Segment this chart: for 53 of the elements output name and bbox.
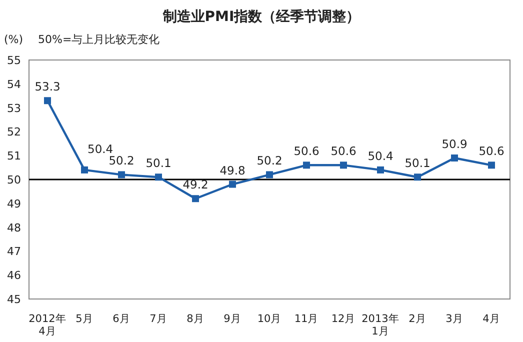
point [451, 154, 458, 162]
y-tick-label: 53 [7, 102, 21, 115]
point [229, 180, 236, 188]
y-tick-label: 52 [7, 126, 21, 139]
y-tick-label: 51 [7, 150, 21, 163]
data-label: 53.3 [34, 80, 60, 94]
y-tick-label: 47 [7, 245, 21, 258]
data-label: 50.6 [478, 144, 504, 158]
y-tick-label: 50 [7, 174, 21, 186]
point [81, 166, 88, 174]
point [414, 174, 421, 181]
x-tick-label: 4月 [482, 313, 500, 325]
point [377, 166, 384, 174]
y-tick-label: 48 [7, 221, 21, 234]
point [155, 174, 162, 181]
point [303, 162, 310, 169]
data-label: 50.2 [108, 154, 134, 168]
x-tick-label: 2013年 1月 [362, 313, 400, 338]
y-tick-label: 49 [7, 197, 21, 210]
x-tick-label: 10月 [257, 313, 282, 325]
point [118, 171, 125, 178]
x-tick-label: 2012年 4月 [28, 313, 66, 338]
point [266, 171, 273, 178]
data-label: 50.1 [146, 156, 172, 170]
data-label: 50.2 [256, 154, 282, 168]
data-label: 50.6 [330, 144, 356, 158]
y-tick-label: 45 [7, 293, 21, 306]
data-label: 50.4 [88, 142, 114, 156]
data-label: 50.4 [368, 148, 394, 163]
x-tick-label: 8月 [186, 313, 204, 325]
chart-title: 制造业PMI指数（经季节调整） [162, 8, 360, 25]
x-tick-label: 6月 [112, 313, 130, 325]
y-tick-label: 54 [7, 78, 21, 91]
data-label: 50.6 [294, 144, 320, 158]
x-tick-label: 5月 [76, 313, 94, 325]
data-label: 49.8 [220, 163, 246, 178]
y-tick-label: 55 [7, 54, 21, 67]
x-tick-label: 7月 [150, 313, 168, 325]
y-tick-label: 46 [7, 269, 21, 282]
data-label: 49.2 [182, 178, 208, 192]
point [192, 195, 199, 202]
data-label: 50.1 [404, 156, 430, 170]
point [340, 162, 347, 169]
x-tick-label: 12月 [331, 313, 356, 325]
x-tick-label: 2月 [408, 313, 426, 325]
x-tick-label: 3月 [446, 313, 464, 325]
x-tick-label: 9月 [224, 313, 242, 325]
x-tick-label: 11月 [294, 313, 319, 325]
data-label: 50.9 [442, 136, 468, 151]
text: 50%=与上月比较无变化 [38, 33, 160, 46]
point [44, 97, 51, 104]
point [488, 162, 495, 169]
y-axis-title: (%) [4, 33, 24, 46]
